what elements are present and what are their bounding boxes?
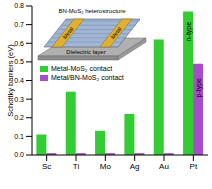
svg-text:p-type: p-type [195,78,203,98]
svg-text:0.3: 0.3 [14,96,24,103]
html-text:Metal/BN-MoS₂ contact: Metal/BN-MoS₂ contact [51,74,124,81]
svg-text:Dielectric layer: Dielectric layer [66,49,105,55]
svg-text:0.4: 0.4 [14,77,24,84]
svg-text:Mo: Mo [100,162,112,171]
svg-text:n-type: n-type [185,22,193,42]
svg-text:0.6: 0.6 [14,40,24,47]
svg-text:0.8: 0.8 [14,2,24,9]
svg-text:0.0: 0.0 [14,151,24,158]
svg-text:BN-MoS₂ heterostructure: BN-MoS₂ heterostructure [58,8,126,14]
svg-text:Metal: Metal [61,26,74,40]
svg-text:0.7: 0.7 [14,21,24,28]
svg-text:0.5: 0.5 [14,58,24,65]
html-text:Metal-MoS₂ contact: Metal-MoS₂ contact [51,65,113,72]
svg-text:Metal: Metal [109,26,122,40]
svg-text:Sc: Sc [42,162,51,171]
svg-text:Au: Au [159,162,169,171]
svg-text:0.1: 0.1 [14,133,24,140]
svg-text:Ag: Ag [130,162,140,171]
svg-text:Schottky barriers (eV): Schottky barriers (eV) [8,44,15,117]
svg-text:Ti: Ti [73,162,80,171]
svg-text:Pt: Pt [190,162,198,171]
svg-text:0.2: 0.2 [14,114,24,121]
